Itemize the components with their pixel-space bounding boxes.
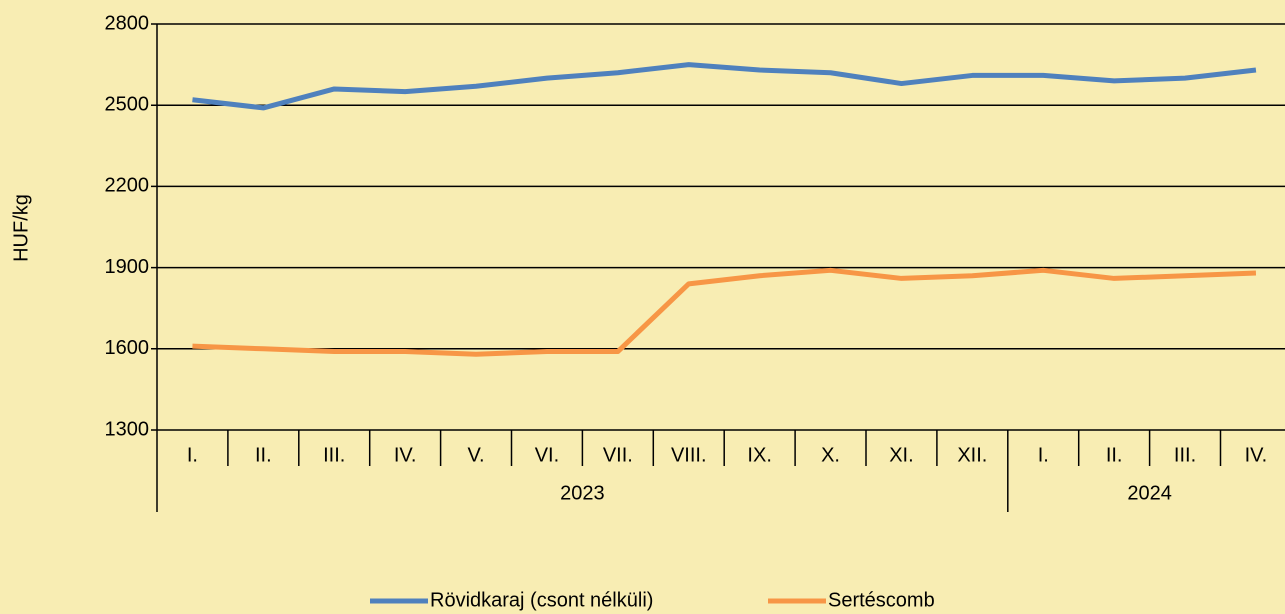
series-line: [192, 62, 1257, 111]
y-tick-label: 2800: [105, 12, 150, 34]
x-group-label: 2024: [1127, 482, 1172, 504]
y-tick-label: 2200: [105, 175, 150, 197]
x-tick-label: V.: [468, 444, 485, 466]
x-tick-label: IV.: [394, 444, 417, 466]
x-tick-label: III.: [1174, 444, 1196, 466]
x-tick-label: II.: [255, 444, 272, 466]
x-tick-label: XI.: [889, 444, 913, 466]
y-axis-title: HUF/kg: [10, 194, 32, 262]
y-tick-label: 1600: [105, 337, 150, 359]
x-tick-label: I.: [1038, 444, 1049, 466]
x-tick-label: II.: [1106, 444, 1123, 466]
x-tick-label: I.: [187, 444, 198, 466]
x-tick-label: VI.: [535, 444, 559, 466]
legend-label: Rövidkaraj (csont nélküli): [430, 589, 653, 611]
y-tick-label: 2500: [105, 93, 150, 115]
series-line: [192, 267, 1257, 357]
x-group-label: 2023: [560, 482, 605, 504]
x-tick-label: VIII.: [671, 444, 707, 466]
y-tick-label: 1900: [105, 256, 150, 278]
x-tick-label: X.: [821, 444, 840, 466]
legend-label: Sertéscomb: [828, 589, 935, 611]
y-tick-label: 1300: [105, 418, 150, 440]
x-tick-label: VII.: [603, 444, 633, 466]
x-tick-label: III.: [323, 444, 345, 466]
x-tick-label: IV.: [1245, 444, 1268, 466]
x-tick-label: IX.: [747, 444, 771, 466]
x-tick-label: XII.: [957, 444, 987, 466]
